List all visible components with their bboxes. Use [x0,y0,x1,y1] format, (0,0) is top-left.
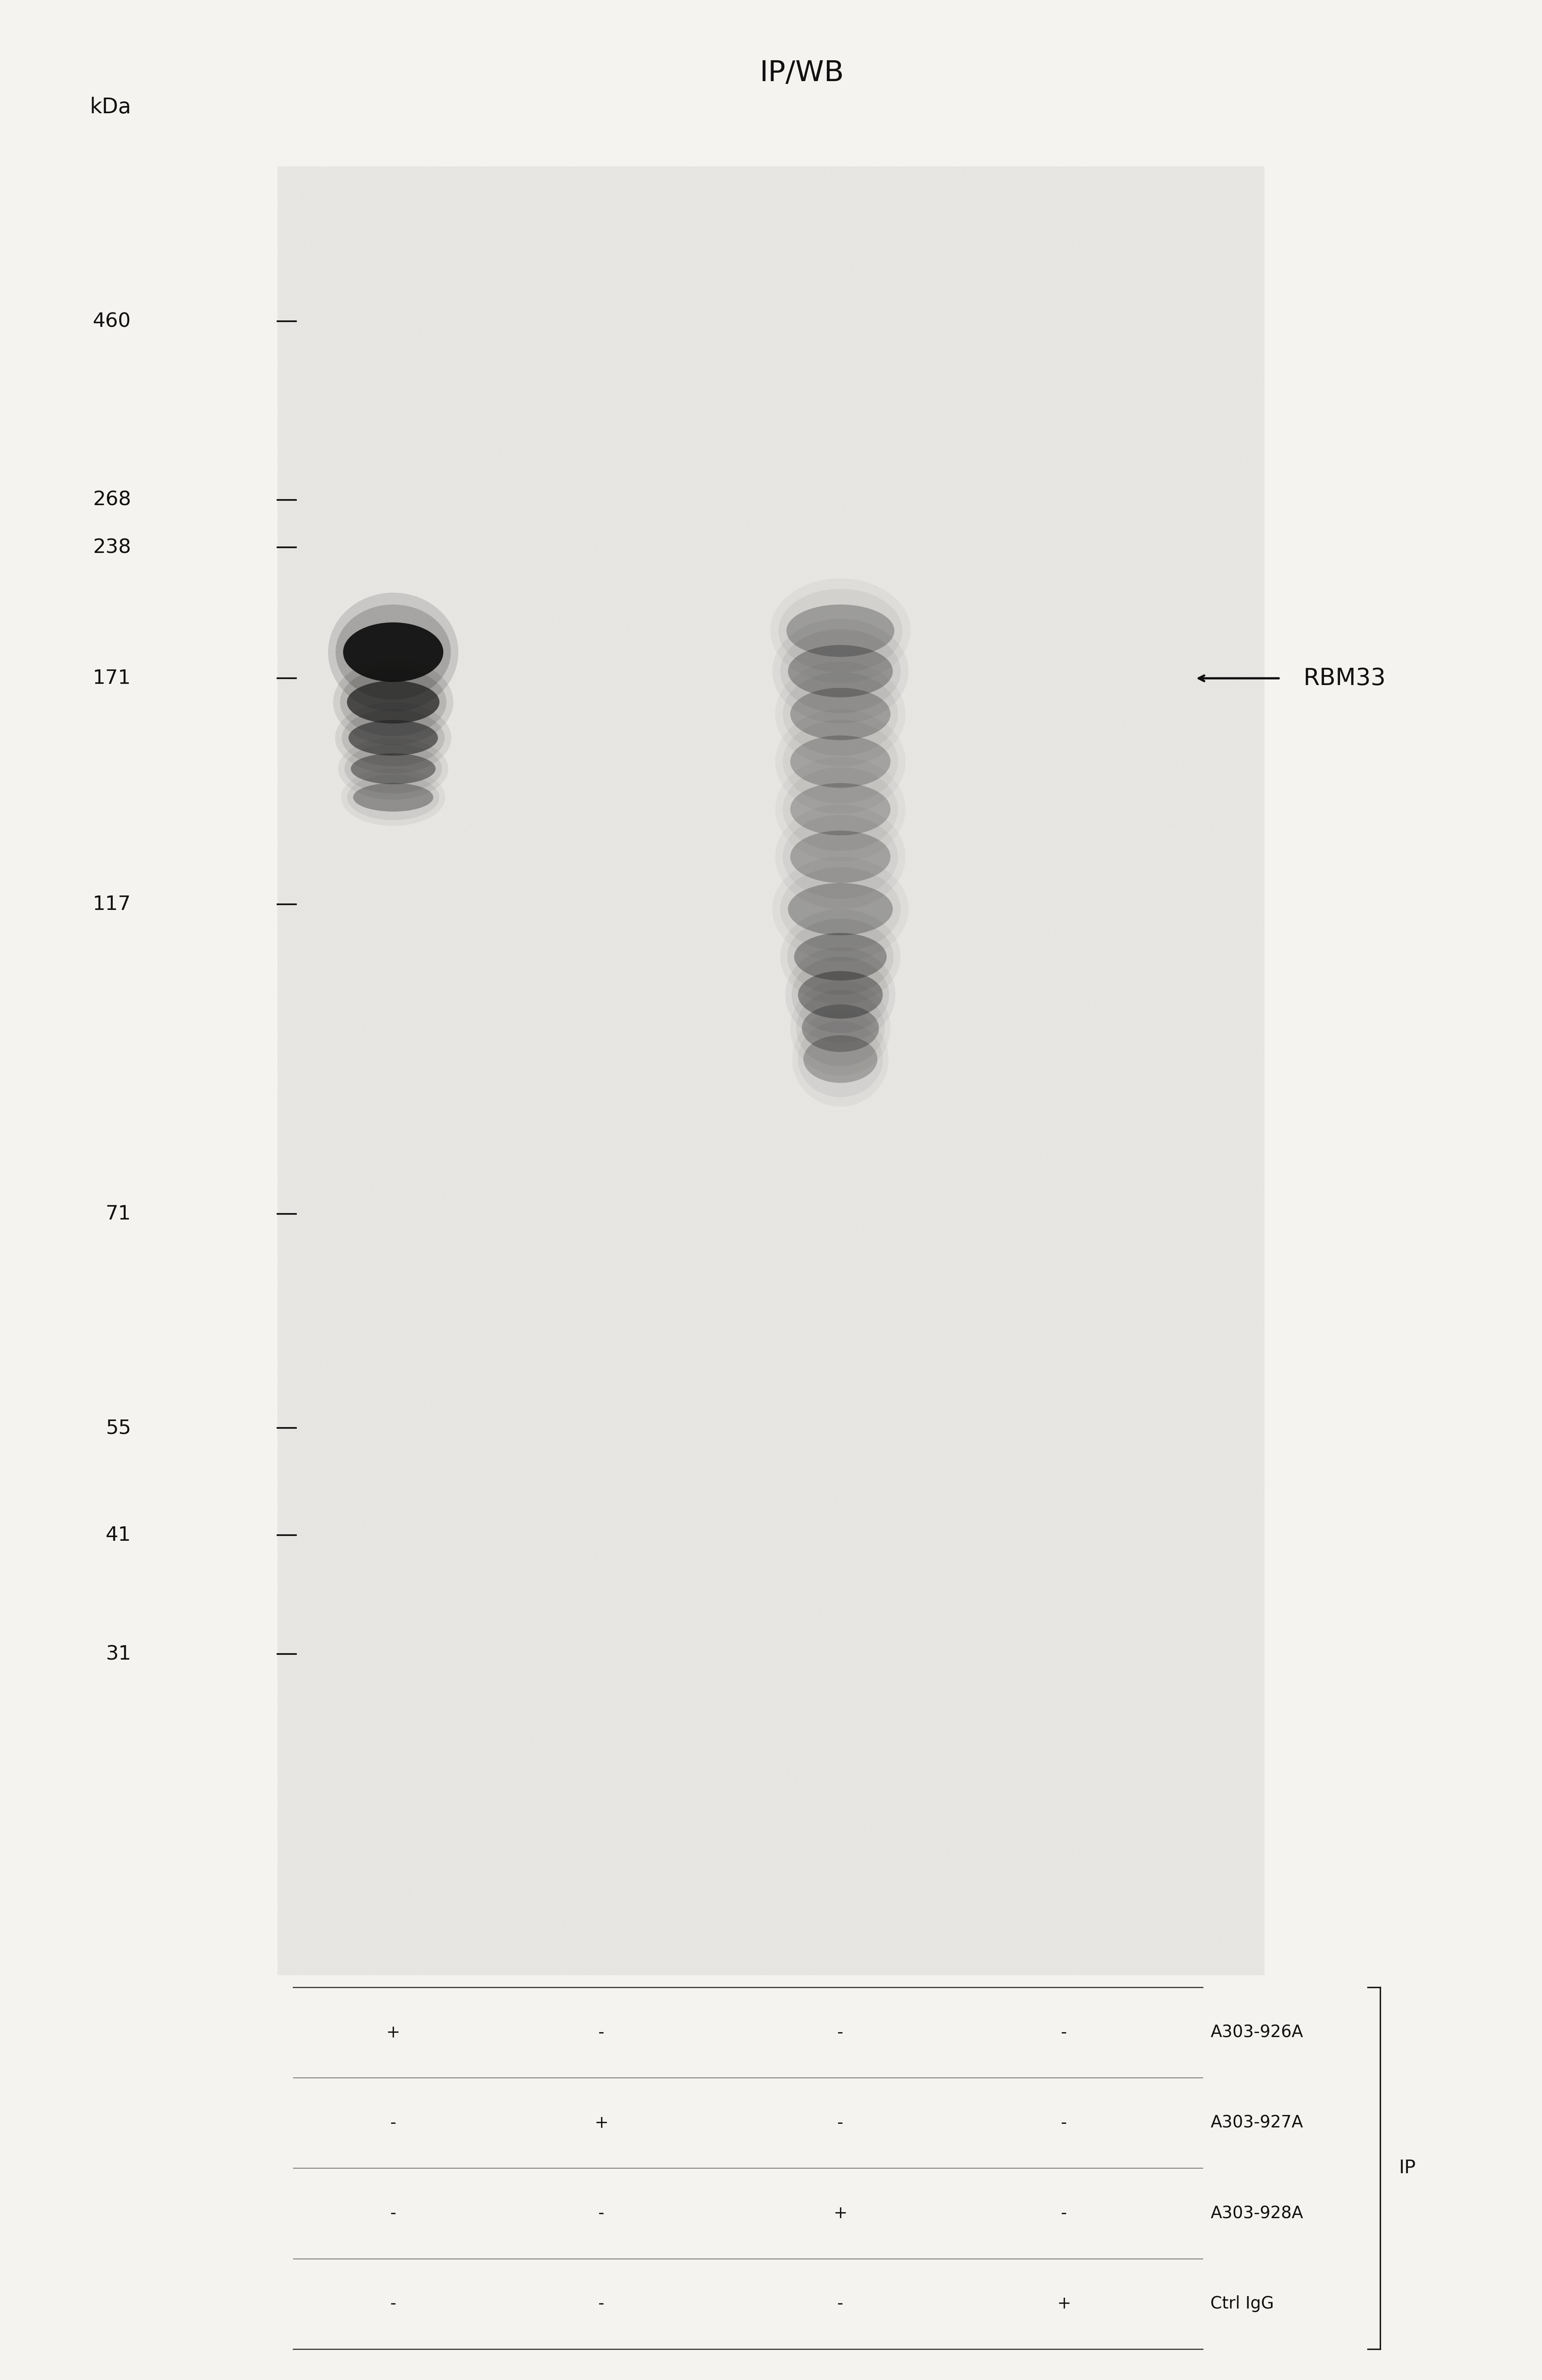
Text: -: - [598,2023,604,2042]
Text: 460: 460 [93,312,131,331]
Ellipse shape [333,659,453,745]
Text: Ctrl IgG: Ctrl IgG [1210,2294,1274,2313]
Ellipse shape [791,957,890,1033]
Text: +: + [1056,2294,1072,2313]
Text: -: - [598,2294,604,2313]
Ellipse shape [348,721,438,757]
Text: -: - [837,2294,843,2313]
Text: 268: 268 [93,490,131,509]
Ellipse shape [799,971,882,1019]
Ellipse shape [785,947,896,1042]
Ellipse shape [802,1004,879,1052]
Ellipse shape [780,909,901,1004]
Ellipse shape [783,766,897,852]
Text: -: - [390,2294,396,2313]
Text: 71: 71 [105,1204,131,1223]
Ellipse shape [788,645,893,697]
Text: +: + [386,2023,401,2042]
Text: RBM33: RBM33 [1303,666,1386,690]
Ellipse shape [783,671,897,757]
Text: +: + [833,2204,848,2223]
Text: -: - [1061,2023,1067,2042]
Ellipse shape [780,628,901,714]
Text: -: - [598,2204,604,2223]
Ellipse shape [338,738,449,800]
Ellipse shape [783,719,897,804]
Ellipse shape [342,709,444,766]
Ellipse shape [344,745,443,793]
Text: 55: 55 [105,1418,131,1438]
Ellipse shape [796,990,885,1066]
Text: A303-927A: A303-927A [1210,2113,1303,2132]
Ellipse shape [786,605,894,657]
Ellipse shape [347,681,439,724]
Text: IP: IP [1399,2159,1416,2178]
Ellipse shape [791,688,891,740]
Ellipse shape [794,933,887,981]
Ellipse shape [336,605,450,700]
Ellipse shape [803,1035,877,1083]
Ellipse shape [791,831,891,883]
Ellipse shape [344,624,444,683]
Text: -: - [1061,2204,1067,2223]
Text: A303-928A: A303-928A [1210,2204,1303,2223]
Bar [278,167,1264,1975]
Ellipse shape [786,919,894,995]
Ellipse shape [788,883,893,935]
Text: 171: 171 [93,669,131,688]
Text: 238: 238 [93,538,131,557]
Text: 31: 31 [105,1645,131,1664]
Text: 117: 117 [93,895,131,914]
Ellipse shape [353,783,433,812]
Text: -: - [390,2204,396,2223]
Ellipse shape [791,783,891,835]
Text: -: - [390,2113,396,2132]
Ellipse shape [347,774,439,821]
Ellipse shape [780,866,901,952]
Text: -: - [837,2113,843,2132]
Ellipse shape [328,593,458,712]
Text: IP/WB: IP/WB [760,60,843,88]
Ellipse shape [335,702,452,774]
Ellipse shape [339,669,447,735]
Ellipse shape [341,769,446,826]
Ellipse shape [783,814,897,900]
Text: -: - [1061,2113,1067,2132]
Ellipse shape [797,1021,884,1097]
Text: 41: 41 [105,1526,131,1545]
Ellipse shape [352,752,435,785]
Text: +: + [594,2113,609,2132]
Ellipse shape [779,588,902,674]
Ellipse shape [791,735,891,788]
Text: -: - [837,2023,843,2042]
Text: A303-926A: A303-926A [1210,2023,1303,2042]
Text: kDa: kDa [89,98,131,117]
